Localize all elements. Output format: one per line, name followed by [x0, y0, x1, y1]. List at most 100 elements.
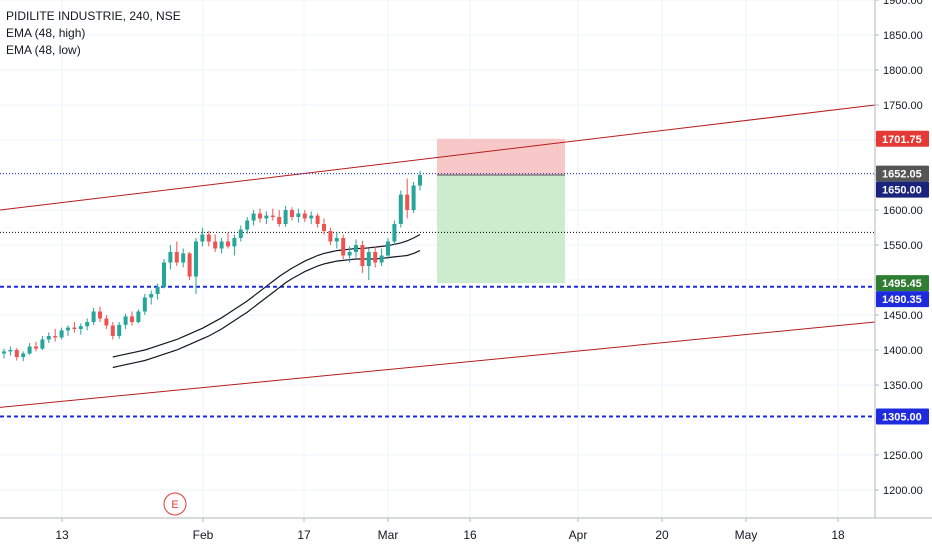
candle-body-31	[200, 234, 205, 242]
candle-body-41	[264, 215, 269, 219]
ema-high-line	[112, 233, 421, 358]
candle-body-36	[232, 238, 237, 247]
time-tick-label-4: 16	[463, 528, 477, 542]
price-label-5: 1305.00	[882, 412, 922, 424]
price-tick-label-4: 1400.00	[883, 345, 923, 357]
candle-body-39	[251, 213, 256, 221]
price-tick-label-0: 1200.00	[883, 485, 923, 497]
time-tick-label-5: Apr	[569, 528, 588, 542]
price-tick-label-5: 1450.00	[883, 310, 923, 322]
price-label-bg-5	[876, 408, 929, 425]
price-tick-label-14: 1900.00	[883, 0, 923, 7]
price-label-0: 1701.75	[882, 134, 922, 146]
candle-body-17	[110, 325, 115, 336]
time-tick-label-1: Feb	[193, 528, 214, 542]
time-axis[interactable]: 13 Feb 17 Mar 16 Apr 20 May 18	[0, 517, 932, 542]
candle-body-29	[187, 253, 192, 277]
candle-body-51	[328, 231, 333, 242]
candle-body-35	[226, 241, 230, 247]
candle-body-28	[181, 253, 186, 263]
ema-low-label[interactable]: EMA (48, low)	[6, 43, 81, 57]
candle-body-37	[238, 229, 243, 238]
candle-body-43	[277, 217, 282, 224]
time-tick-label-2: 17	[297, 528, 311, 542]
candle-body-1	[8, 350, 13, 352]
price-tick-label-3: 1350.00	[883, 380, 923, 392]
candle-body-56	[360, 245, 365, 266]
candle-body-4	[27, 346, 32, 354]
candle-body-10	[66, 327, 70, 331]
candle-body-8	[53, 336, 58, 338]
candle-body-14	[91, 311, 96, 322]
candle-body-5	[34, 346, 38, 349]
ema-high-label[interactable]: EMA (48, high)	[6, 26, 86, 40]
candle-body-24	[155, 287, 160, 294]
price-label-4: 1490.35	[882, 294, 922, 306]
candle-body-62	[398, 194, 403, 224]
candle-body-54	[347, 252, 352, 256]
price-labels: 1701.75 1652.05 1650.00 1495.45 1490.35 1305.…	[876, 130, 929, 425]
candle-body-7	[46, 336, 51, 340]
price-tick-label-12: 1800.00	[883, 65, 923, 77]
candle-body-30	[194, 241, 198, 277]
price-tick-label-1: 1250.00	[883, 450, 923, 462]
candle-body-52	[334, 238, 339, 242]
candle-body-23	[149, 294, 154, 298]
candle-body-6	[40, 339, 45, 349]
chart-legend: PIDILITE INDUSTRIE, 240, NSE EMA (48, hi…	[6, 8, 181, 59]
candle-body-11	[72, 327, 77, 329]
symbol-title[interactable]: PIDILITE INDUSTRIE, 240, NSE	[6, 9, 181, 23]
candle-body-53	[341, 238, 346, 256]
price-label-bg-0	[876, 130, 929, 147]
candle-body-34	[219, 241, 224, 249]
horizontal-lines	[0, 173, 875, 418]
candle-body-20	[130, 316, 134, 322]
candle-body-33	[213, 241, 218, 249]
candle-body-21	[136, 311, 141, 322]
candle-body-42	[270, 215, 275, 217]
candle-body-16	[104, 318, 109, 326]
candle-body-44	[283, 210, 288, 224]
candle-body-15	[98, 311, 102, 319]
candle-body-2	[14, 350, 19, 357]
time-tick-label-0: 13	[55, 528, 69, 542]
candlesticks	[2, 170, 422, 362]
candle-body-26	[168, 252, 173, 263]
candle-body-25	[162, 262, 166, 287]
price-label-bg-4	[876, 291, 929, 308]
candle-body-40	[258, 213, 262, 219]
price-label-bg-1	[876, 165, 929, 182]
trend-channel-lines	[0, 104, 876, 408]
candle-body-47	[302, 213, 307, 219]
candle-body-64	[411, 185, 416, 210]
candle-body-55	[354, 245, 358, 252]
channel-line-1	[0, 321, 876, 408]
time-tick-label-7: May	[735, 528, 758, 542]
earnings-marker[interactable]: E	[163, 492, 187, 516]
time-tick-label-3: Mar	[378, 528, 399, 542]
candle-body-61	[392, 224, 397, 242]
candle-body-57	[366, 252, 371, 266]
candle-body-45	[290, 210, 294, 217]
price-tick-label-13: 1850.00	[883, 30, 923, 42]
channel-line-0	[0, 104, 876, 211]
price-label-2: 1650.00	[882, 185, 922, 197]
position-zones	[437, 138, 565, 284]
candle-body-49	[315, 215, 320, 224]
candle-body-0	[2, 351, 6, 354]
candle-body-12	[78, 326, 83, 329]
candle-body-50	[322, 224, 326, 231]
candle-body-63	[405, 194, 410, 210]
candle-body-13	[85, 322, 90, 327]
price-label-bg-3	[876, 275, 929, 292]
time-tick-label-8: 18	[831, 528, 845, 542]
candle-body-3	[21, 353, 26, 357]
candle-body-65	[418, 175, 422, 186]
price-tick-label-8: 1600.00	[883, 205, 923, 217]
candle-body-27	[174, 252, 179, 263]
earnings-icon	[163, 492, 187, 516]
price-tick-label-7: 1550.00	[883, 240, 923, 252]
candle-body-59	[379, 255, 384, 263]
price-axis[interactable]: 1200.001250.001300.001350.001400.001450.…	[874, 0, 923, 518]
